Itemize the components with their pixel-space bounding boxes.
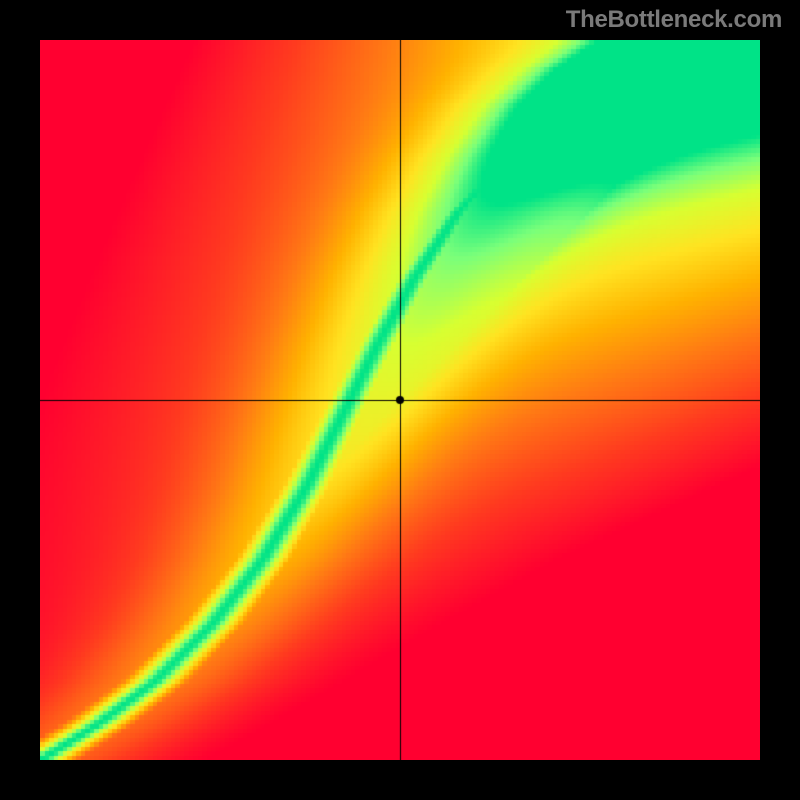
watermark-text: TheBottleneck.com: [566, 6, 782, 34]
chart-container: TheBottleneck.com: [0, 0, 800, 800]
heatmap-canvas: [40, 40, 760, 760]
heatmap-plot: [40, 40, 760, 760]
